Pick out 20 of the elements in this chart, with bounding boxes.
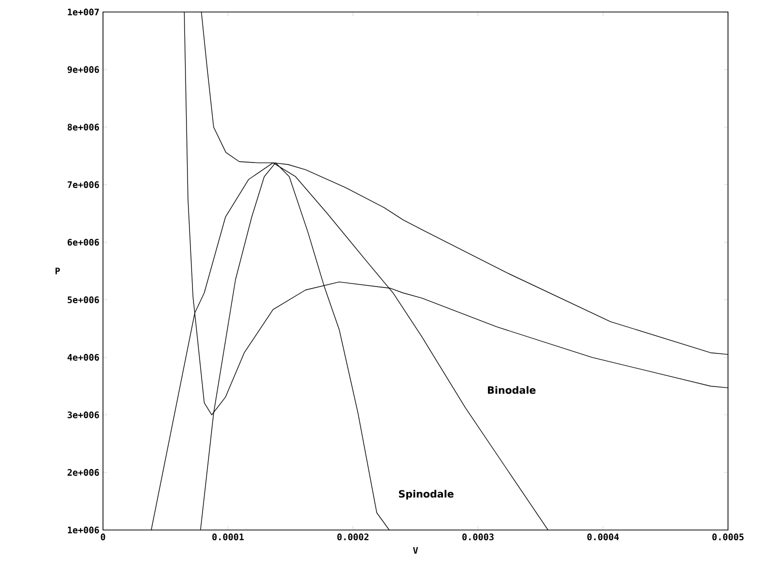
y-tick-label: 4e+006 xyxy=(68,354,99,361)
x-tick-label: 0.0003 xyxy=(462,534,494,540)
y-tick-label: 1e+006 xyxy=(68,526,99,534)
y-tick-label: 1e+007 xyxy=(68,8,99,16)
text: Binodale xyxy=(488,386,536,394)
y-axis-title: P xyxy=(56,268,60,274)
y-tick-label: 2e+006 xyxy=(68,469,99,476)
y-tick-label: 5e+006 xyxy=(68,296,99,304)
y-tick-label: 7e+006 xyxy=(68,181,99,188)
y-tick-label: 9e+006 xyxy=(68,66,99,73)
x-tick-label: 0.0001 xyxy=(212,534,244,540)
x-tick-label: 0.0002 xyxy=(337,534,368,540)
x-tick-label: 0 xyxy=(100,534,106,540)
x-axis-title: V xyxy=(413,547,418,554)
y-tick-label: 3e+006 xyxy=(68,411,99,418)
y-tick-label: 6e+006 xyxy=(68,238,99,246)
y-tick-label: 8e+006 xyxy=(68,124,99,131)
text: Spinodale xyxy=(398,490,454,500)
x-tick-label: 0.0004 xyxy=(587,534,619,540)
x-tick-label: 0.0005 xyxy=(712,534,744,540)
